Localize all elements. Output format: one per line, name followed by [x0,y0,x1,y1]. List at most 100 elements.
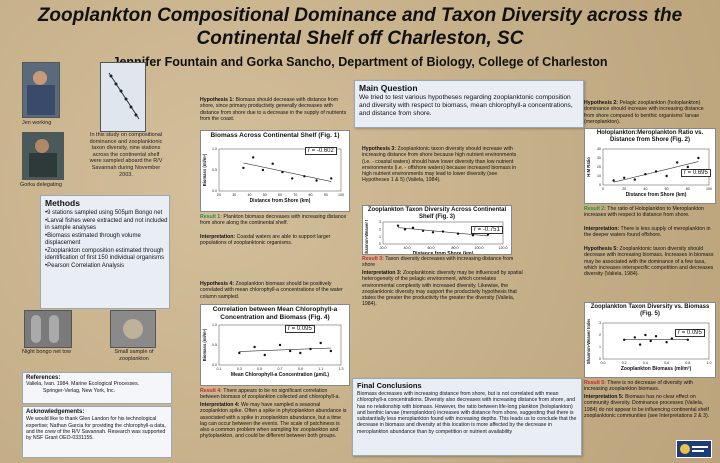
y-tick-label: 0 [379,242,381,246]
data-point [686,338,689,341]
methods-item: •Pearson Correlation Analysis [45,262,125,269]
x-tick-label: 0.1 [217,367,222,371]
result-3: Result 3: Taxon diversity decreases with… [362,256,526,269]
y-tick-label: 40 [597,147,601,151]
hypothesis-5-label: Hypothesis 5: [584,246,619,252]
fig4-title: Correlation between Mean Chlorophyll-a C… [212,306,338,321]
x-tick-label: 80 [309,193,313,197]
interpretation-4-text: We may have sampled a seasonal zooplankt… [200,402,347,440]
plot-area [218,148,342,192]
data-point [288,349,292,353]
conclusions-box: Final Conclusions Biomass decreases with… [352,378,582,456]
reference-line1: Valiela, Ivan. 1984. Marine Ecological P… [26,381,140,388]
x-tick-label: 1.1 [318,367,323,371]
fig4-r-value: r = 0.095 [285,325,315,333]
result-3-text: Taxon diversity decreases with increasin… [362,256,514,269]
x-axis-label: Zooplankton Biomass (ml/m³) [621,366,692,372]
hypothesis-4-label: Hypothesis 4: [200,281,235,287]
x-tick-label: 20.0 [380,246,387,250]
data-point [654,335,658,338]
interpretation-5-text: Biomass has no clear effect on community… [584,394,710,419]
fig3-title: Zooplankton Taxon Diversity Across Conti… [367,207,507,220]
data-point [686,165,689,169]
interpretation-3-label: Interpretation 3: [362,270,402,276]
data-point [291,177,294,180]
data-point [315,179,318,182]
main-question-box: Main Question We tried to test various h… [354,80,584,128]
chart-fig2: Holoplankton:Meroplankton Ratio vs. Dist… [584,128,716,204]
x-tick-label: 0.5 [257,367,262,371]
poster-title-line2: Continental Shelf off Charleston, SC [196,28,524,49]
references-box: References: Valiela, Ivan. 1984. Marine … [22,372,172,404]
y-tick-label: 0.5 [212,343,217,347]
interpretation-1-label: Interpretation: [200,234,236,240]
data-point [253,345,256,349]
interpretation-5: Interpretation 5: Biomass has no clear e… [584,394,714,419]
fig5-r-value: r = 0.095 [675,329,705,337]
x-axis-label: Distance from Shore (km) [626,192,687,198]
data-point [471,234,475,237]
y-tick-label: 1 [599,345,601,349]
interpretation-2-text: There is less supply of meroplankton in … [584,226,711,239]
data-point [251,156,255,159]
x-axis-label: Mean Chlorophyll-a Concentration (µm/L) [231,372,329,378]
data-point [421,229,425,232]
y-tick-label: 1.0 [212,147,217,151]
data-point [271,162,274,165]
result-4-text: There appears to be no significant corre… [200,388,340,401]
x-tick-label: 60 [278,193,282,197]
data-point [329,349,333,353]
ack-heading: Acknowledgements: [26,409,85,415]
y-tick-label: 20 [597,165,601,169]
photo-jen [22,62,60,118]
x-tick-label: 0.8 [685,361,690,365]
data-point [612,179,615,182]
ack-text: We would like to thank Glen Landon for h… [26,416,166,442]
x-tick-label: 0.9 [298,367,303,371]
x-tick-label: 20 [217,193,221,197]
x-tick-label: 20 [622,187,626,191]
trend-line [239,347,331,352]
data-point [623,176,626,179]
fig1-r-value: r = -0.602 [305,147,337,155]
caption-gorka: Gorka delegating [20,182,62,188]
methods-box: Methods •9 stations sampled using 505µm … [40,195,170,309]
data-point [242,166,245,170]
y-axis-label: Shannon-Weaver Index [364,220,369,254]
y-axis-label: Biomass (ml/m³) [202,153,207,186]
caption-sample: Small sample of zooplankton [114,349,154,362]
hypothesis-2: Hypothesis 2: Pelagic zooplankton (holop… [584,100,714,125]
data-point [281,170,284,174]
main-question-heading: Main Question [359,83,418,93]
x-tick-label: 100 [338,193,344,197]
photo-gorka [22,132,64,180]
data-point [456,232,460,235]
interpretation-4-label: Interpretation 4: [200,402,240,408]
x-tick-label: 0.2 [622,361,627,365]
college-logo [676,440,712,458]
data-point [278,343,282,347]
y-tick-label: 0 [599,183,601,187]
methods-item: •Biomass estimated through volume displa… [45,232,141,247]
conclusions-text: Biomass decreases with increasing distan… [357,391,577,435]
interpretation-1-text: Coastal waters are able to support large… [200,234,331,247]
y-tick-label: 0.5 [212,168,217,172]
result-5-text: There is no decrease of diversity with i… [584,380,693,393]
photo-sample [110,310,156,348]
data-point [633,178,636,181]
photo-map [100,62,146,132]
data-point [309,347,312,351]
x-tick-label: 0.7 [278,367,283,371]
data-point [633,336,636,339]
x-tick-label: 0 [602,187,604,191]
data-point [644,333,647,337]
y-axis-label: H:M Ratio [586,157,591,177]
data-point [319,341,322,345]
references-heading: References: [26,375,61,381]
main-question-text: We tried to test various hypotheses rega… [359,94,573,117]
plot-area [602,148,710,186]
data-point [638,343,642,346]
y-tick-label: 0.0 [212,189,217,193]
y-tick-label: 30 [597,156,601,160]
chart-fig1: Biomass Across Continental Shelf (Fig. 1… [200,130,350,212]
